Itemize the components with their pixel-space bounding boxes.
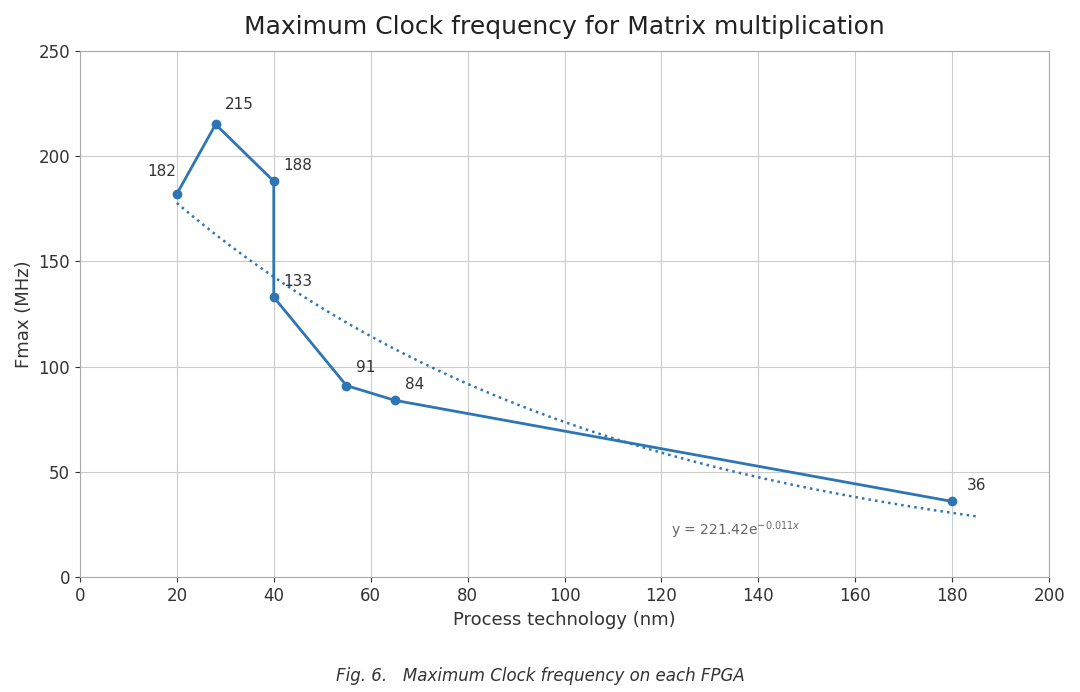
Text: 215: 215 (226, 97, 254, 111)
Text: 133: 133 (283, 274, 312, 289)
Title: Maximum Clock frequency for Matrix multiplication: Maximum Clock frequency for Matrix multi… (244, 15, 885, 39)
Text: Fig. 6.   Maximum Clock frequency on each FPGA: Fig. 6. Maximum Clock frequency on each … (336, 667, 744, 685)
Text: y = 221.42e$^{-0.011x}$: y = 221.42e$^{-0.011x}$ (671, 520, 801, 541)
Text: 84: 84 (405, 377, 423, 392)
Y-axis label: Fmax (MHz): Fmax (MHz) (15, 260, 33, 367)
Text: 188: 188 (283, 158, 312, 173)
Text: 182: 182 (148, 164, 177, 179)
Text: 91: 91 (356, 360, 376, 375)
X-axis label: Process technology (nm): Process technology (nm) (454, 610, 676, 628)
Text: 36: 36 (967, 478, 986, 493)
